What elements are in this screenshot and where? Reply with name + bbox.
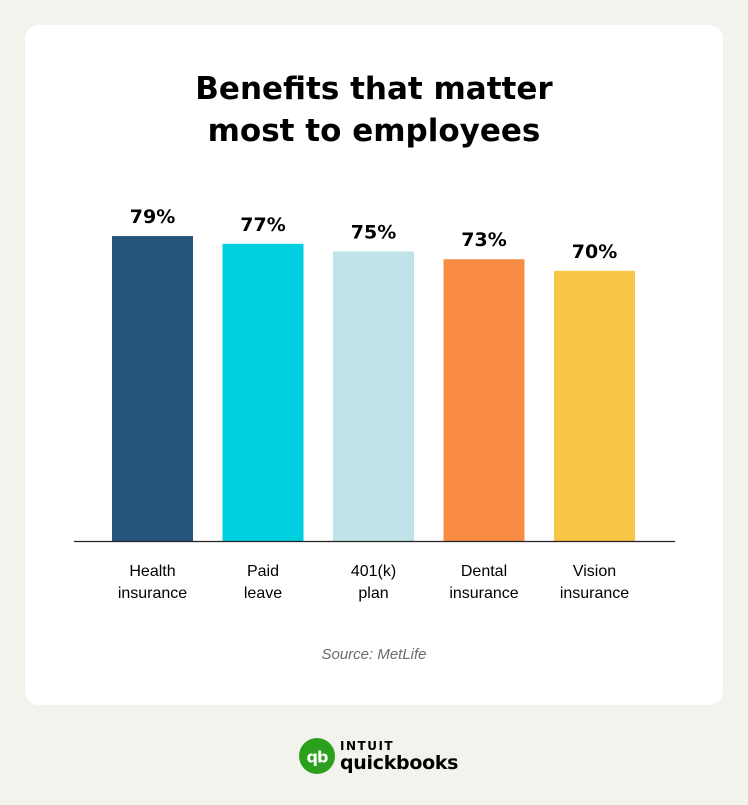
- quickbooks-logo-text: qb: [307, 748, 328, 767]
- bar-1: [112, 236, 193, 541]
- source-note: Source: MetLife: [321, 646, 427, 663]
- brand-intuit: INTUIT: [340, 738, 395, 753]
- category-label-5: Vision insurance: [560, 563, 629, 602]
- quickbooks-brand: qb INTUIT quickbooks: [299, 736, 459, 776]
- brand-quickbooks: quickbooks: [340, 751, 459, 774]
- category-label-2: Paid leave: [244, 563, 282, 602]
- bar-chart: 79% Health insurance 77% Paid leave 75% 401(k) p…: [74, 206, 675, 602]
- bar-3: [333, 251, 414, 541]
- category-label-3: 401(k) plan: [351, 563, 396, 602]
- bar-5: [554, 270, 635, 541]
- category-label-4: Dental insurance: [449, 563, 518, 602]
- value-label-4: 73%: [461, 229, 506, 251]
- value-label-3: 75%: [351, 222, 396, 244]
- bar-4: [443, 259, 525, 541]
- value-label-2: 77%: [240, 214, 285, 236]
- value-label-5: 70%: [572, 241, 617, 263]
- chart-title: Benefits that matter most to employees: [0, 68, 748, 152]
- quickbooks-logo-icon: qb: [299, 738, 335, 774]
- category-label-1: Health insurance: [118, 563, 187, 602]
- value-label-1: 79%: [130, 206, 175, 228]
- chart-title-line-1: Benefits that matter: [195, 71, 553, 107]
- chart-title-line-2: most to employees: [207, 113, 541, 149]
- bar-2: [222, 243, 304, 541]
